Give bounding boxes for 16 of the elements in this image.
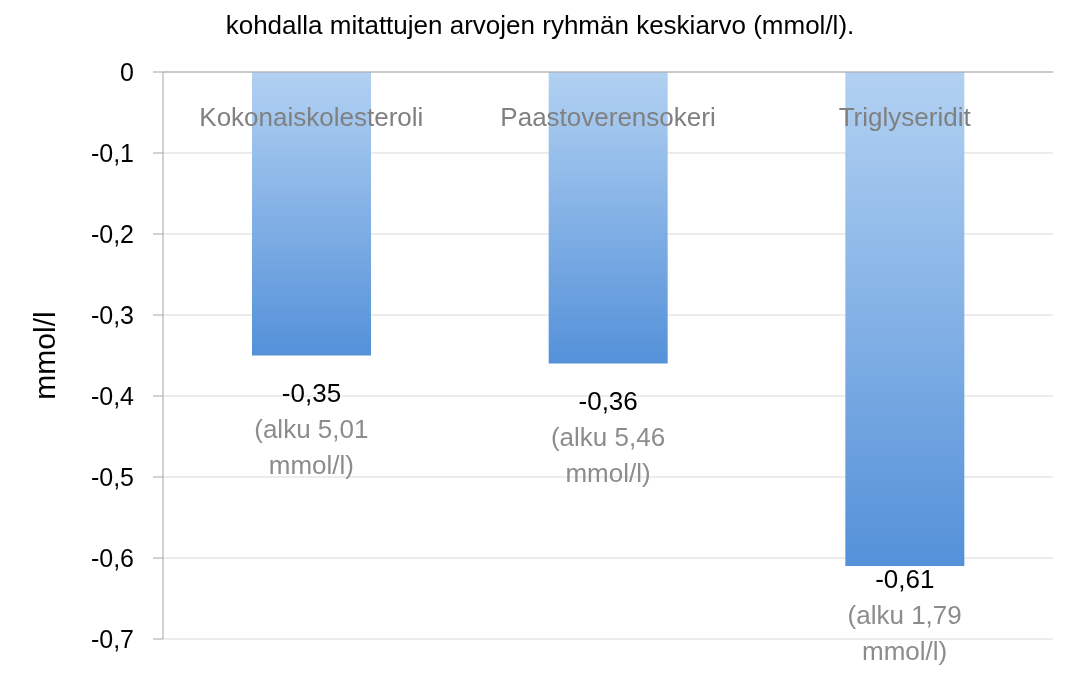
y-axis-title: mmol/l xyxy=(28,311,61,400)
y-tick-label: 0 xyxy=(120,57,134,86)
annotation: (alku 5,46 mmol/l) xyxy=(550,421,666,488)
y-tick-label: -0,6 xyxy=(90,543,134,572)
y-tick-label: -0,7 xyxy=(90,624,134,653)
y-tick-label: -0,5 xyxy=(90,462,134,491)
y-tick-label: -0,3 xyxy=(90,300,134,329)
chart-title: kohdalla mitattujen arvojen ryhmän keskiarvo (mmol/l). xyxy=(225,10,855,40)
data-label: -0,36 xyxy=(578,385,638,416)
y-tick-label: -0,1 xyxy=(90,138,134,167)
data-label: -0,61 xyxy=(875,564,935,594)
y-tick-label: -0,4 xyxy=(90,381,135,410)
annotation: (alku 1,79 mmol/l) xyxy=(847,600,962,666)
annotation: (alku 5,01 mmol/l) xyxy=(254,413,369,480)
y-tick-label: -0,2 xyxy=(90,219,134,248)
data-label: -0,35 xyxy=(281,377,342,408)
